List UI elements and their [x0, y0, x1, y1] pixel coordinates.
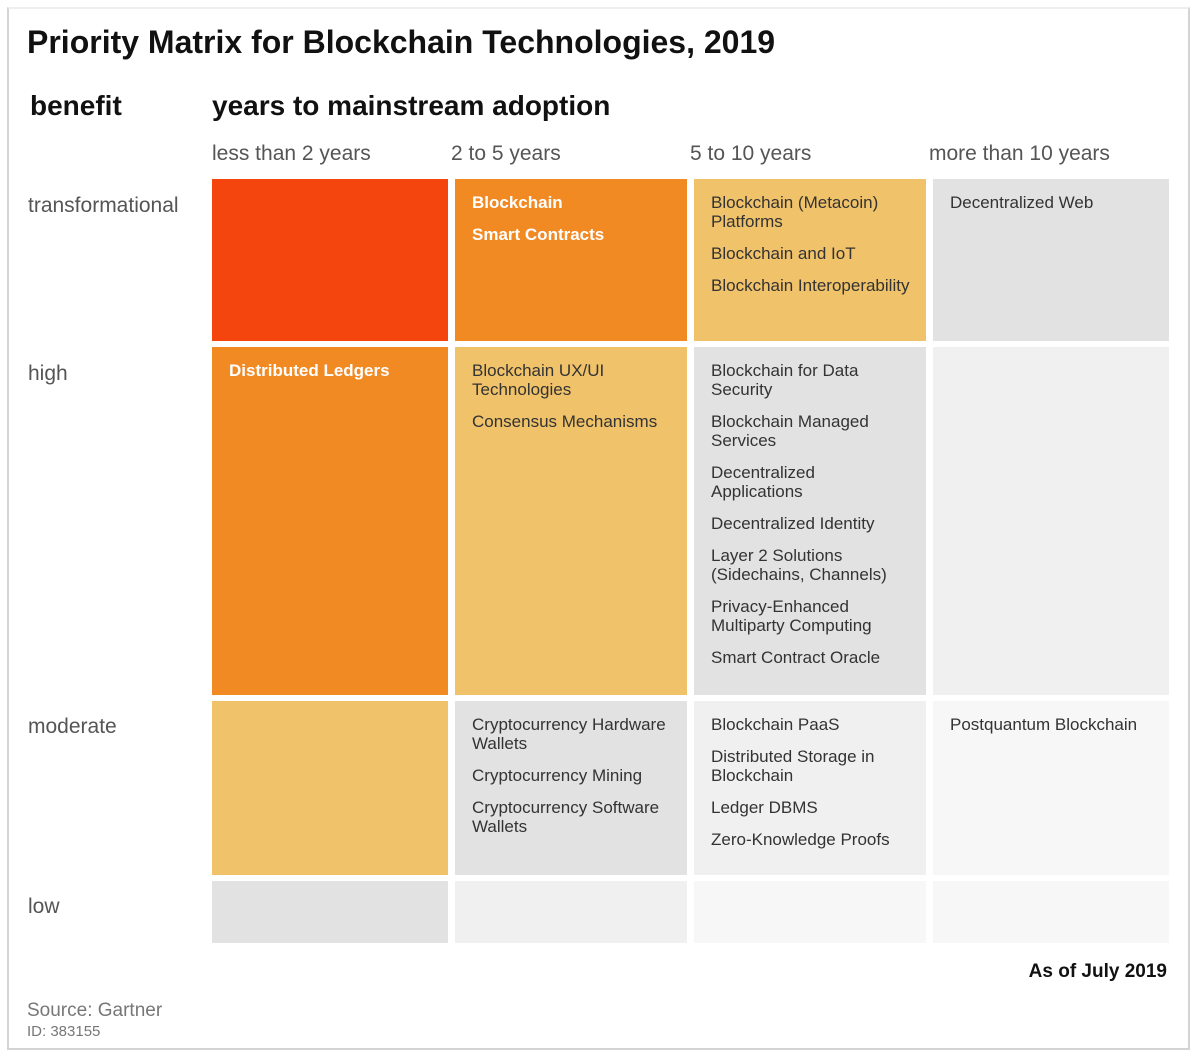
- matrix-cell: Postquantum Blockchain: [933, 701, 1169, 875]
- matrix-cell: [933, 347, 1169, 695]
- as-of-date: As of July 2019: [1028, 961, 1167, 982]
- matrix-cell: [212, 701, 448, 875]
- technology-item: Blockchain Managed Services: [711, 412, 869, 450]
- technology-item: Cryptocurrency Mining: [472, 766, 643, 785]
- matrix-cell: [694, 881, 926, 943]
- figure-frame: [7, 7, 1190, 1050]
- matrix-cell: [455, 881, 687, 943]
- matrix-cell: Decentralized Web: [933, 179, 1169, 341]
- technology-item: Blockchain UX/UI Technologies: [472, 361, 605, 399]
- technology-item: Blockchain for Data Security: [711, 361, 859, 399]
- row-header: high: [28, 362, 68, 385]
- technology-item: Blockchain and IoT: [711, 244, 856, 263]
- technology-item: Decentralized Identity: [711, 514, 875, 533]
- technology-item: Blockchain (Metacoin) Platforms: [711, 193, 879, 231]
- technology-item: Smart Contract Oracle: [711, 648, 881, 667]
- technology-item: Postquantum Blockchain: [950, 715, 1138, 734]
- technology-item: Cryptocurrency Software Wallets: [472, 798, 660, 836]
- matrix-cell: Blockchain (Metacoin) Platforms Blockchai…: [694, 179, 926, 341]
- technology-item: Cryptocurrency Hardware Wallets: [472, 715, 666, 753]
- technology-item: Distributed Ledgers: [229, 361, 390, 380]
- matrix-cell: Blockchain for Data Security Blockchain M…: [694, 347, 926, 695]
- matrix-cell: [933, 881, 1169, 943]
- matrix-cell: [212, 881, 448, 943]
- priority-matrix: Blockchain Smart Contracts Blockchain (Met…: [212, 179, 1169, 943]
- matrix-cell: [212, 179, 448, 341]
- technology-item: Blockchain: [472, 193, 563, 212]
- matrix-cell: Cryptocurrency Hardware Wallets Cryptocur…: [455, 701, 687, 875]
- benefit-axis-label: benefit: [30, 90, 122, 121]
- technology-item: Decentralized Web: [950, 193, 1094, 212]
- figure-title: Priority Matrix for Blockchain Technolog…: [27, 24, 776, 60]
- technology-item: Consensus Mechanisms: [472, 412, 658, 431]
- technology-item: Smart Contracts: [472, 225, 605, 244]
- technology-item: Ledger DBMS: [711, 798, 818, 817]
- technology-item: Distributed Storage in Blockchain: [711, 747, 875, 785]
- document-id: ID: 383155: [27, 1023, 101, 1040]
- row-header: low: [28, 895, 60, 918]
- technology-item: Privacy-Enhanced Multiparty Computing: [711, 597, 872, 635]
- years-axis-label: years to mainstream adoption: [212, 90, 611, 121]
- column-header: 5 to 10 years: [690, 142, 812, 165]
- source-label: Source: Gartner: [27, 1000, 163, 1021]
- row-header: moderate: [28, 715, 117, 738]
- column-header: 2 to 5 years: [451, 142, 561, 165]
- matrix-cell: Blockchain UX/UI Technologies Consensus M…: [455, 347, 687, 695]
- matrix-cell: Distributed Ledgers: [212, 347, 448, 695]
- column-header: less than 2 years: [212, 142, 371, 165]
- row-header: transformational: [28, 194, 179, 217]
- column-header: more than 10 years: [929, 142, 1110, 165]
- technology-item: Decentralized Applications: [711, 463, 815, 501]
- matrix-cell: Blockchain Smart Contracts: [455, 179, 687, 341]
- technology-item: Layer 2 Solutions (Sidechains, Channels): [711, 546, 887, 584]
- technology-item: Zero-Knowledge Proofs: [711, 830, 890, 849]
- technology-item: Blockchain Interoperability: [711, 276, 910, 295]
- matrix-cell: Blockchain PaaS Distributed Storage in Bl…: [694, 701, 926, 875]
- technology-item: Blockchain PaaS: [711, 715, 840, 734]
